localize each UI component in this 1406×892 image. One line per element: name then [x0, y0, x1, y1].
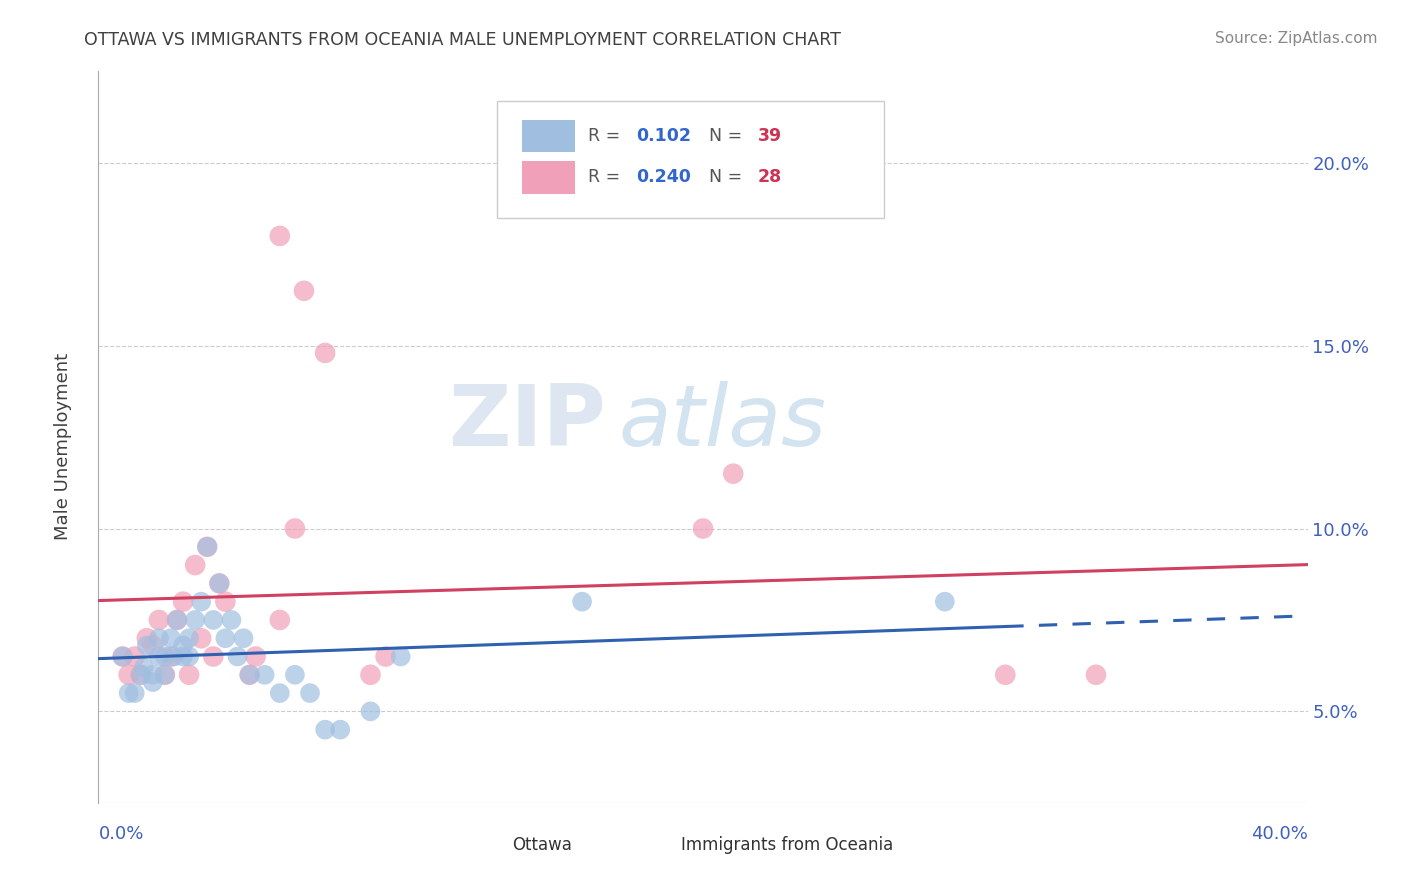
Point: [226, 649, 249, 664]
Point: [153, 649, 176, 664]
Point: [208, 576, 231, 591]
FancyBboxPatch shape: [522, 120, 575, 152]
Point: [221, 613, 243, 627]
Point: [172, 649, 194, 664]
Point: [360, 705, 382, 719]
Text: OTTAWA VS IMMIGRANTS FROM OCEANIA MALE UNEMPLOYMENT CORRELATION CHART: OTTAWA VS IMMIGRANTS FROM OCEANIA MALE U…: [84, 31, 841, 49]
Point: [214, 594, 236, 608]
Text: 0.240: 0.240: [637, 169, 692, 186]
Text: R =: R =: [588, 127, 626, 145]
Point: [132, 660, 155, 674]
FancyBboxPatch shape: [621, 833, 672, 858]
Point: [124, 649, 146, 664]
Point: [153, 667, 176, 681]
Point: [329, 723, 352, 737]
Text: 0.0%: 0.0%: [98, 825, 143, 843]
Point: [135, 639, 157, 653]
Text: R =: R =: [588, 169, 626, 186]
Point: [389, 649, 412, 664]
Point: [692, 521, 714, 535]
Point: [166, 613, 188, 627]
Text: Male Unemployment: Male Unemployment: [55, 352, 72, 540]
Text: atlas: atlas: [619, 381, 827, 464]
Text: 39: 39: [758, 127, 782, 145]
Point: [172, 639, 194, 653]
FancyBboxPatch shape: [498, 101, 884, 218]
Point: [190, 594, 212, 608]
Point: [1085, 667, 1108, 681]
Point: [111, 649, 134, 664]
Point: [142, 667, 165, 681]
Point: [284, 521, 307, 535]
Point: [253, 667, 276, 681]
Point: [269, 613, 291, 627]
Point: [129, 667, 152, 681]
Point: [195, 540, 218, 554]
Text: N =: N =: [709, 169, 748, 186]
Text: Ottawa: Ottawa: [512, 836, 572, 855]
Text: 40.0%: 40.0%: [1251, 825, 1308, 843]
Point: [184, 613, 207, 627]
Point: [179, 632, 201, 646]
Point: [723, 467, 745, 481]
Point: [239, 667, 262, 681]
Point: [360, 667, 382, 681]
Point: [202, 649, 225, 664]
Point: [269, 228, 291, 243]
FancyBboxPatch shape: [453, 833, 503, 858]
Point: [245, 649, 267, 664]
Point: [179, 667, 201, 681]
Point: [111, 649, 134, 664]
Point: [160, 649, 183, 664]
Point: [118, 686, 141, 700]
Point: [142, 639, 165, 653]
Point: [239, 667, 262, 681]
Point: [214, 632, 236, 646]
Point: [148, 649, 170, 664]
Point: [172, 594, 194, 608]
Point: [153, 667, 176, 681]
Point: [129, 667, 152, 681]
FancyBboxPatch shape: [522, 161, 575, 194]
Point: [148, 632, 170, 646]
Point: [314, 723, 336, 737]
Point: [179, 649, 201, 664]
Text: N =: N =: [709, 127, 748, 145]
Point: [269, 686, 291, 700]
Text: Source: ZipAtlas.com: Source: ZipAtlas.com: [1215, 31, 1378, 46]
Point: [195, 540, 218, 554]
Point: [160, 632, 183, 646]
Point: [190, 632, 212, 646]
Point: [142, 675, 165, 690]
Text: 28: 28: [758, 169, 782, 186]
Point: [118, 667, 141, 681]
Point: [299, 686, 322, 700]
Point: [934, 594, 956, 608]
Point: [284, 667, 307, 681]
Point: [314, 346, 336, 360]
Point: [135, 632, 157, 646]
Point: [232, 632, 254, 646]
Point: [292, 284, 315, 298]
Point: [184, 558, 207, 573]
Text: Immigrants from Oceania: Immigrants from Oceania: [682, 836, 893, 855]
Point: [994, 667, 1017, 681]
Point: [124, 686, 146, 700]
Point: [166, 613, 188, 627]
Text: ZIP: ZIP: [449, 381, 606, 464]
Point: [148, 613, 170, 627]
Point: [163, 649, 186, 664]
Point: [202, 613, 225, 627]
Point: [571, 594, 593, 608]
Point: [208, 576, 231, 591]
Point: [374, 649, 396, 664]
Text: 0.102: 0.102: [637, 127, 692, 145]
